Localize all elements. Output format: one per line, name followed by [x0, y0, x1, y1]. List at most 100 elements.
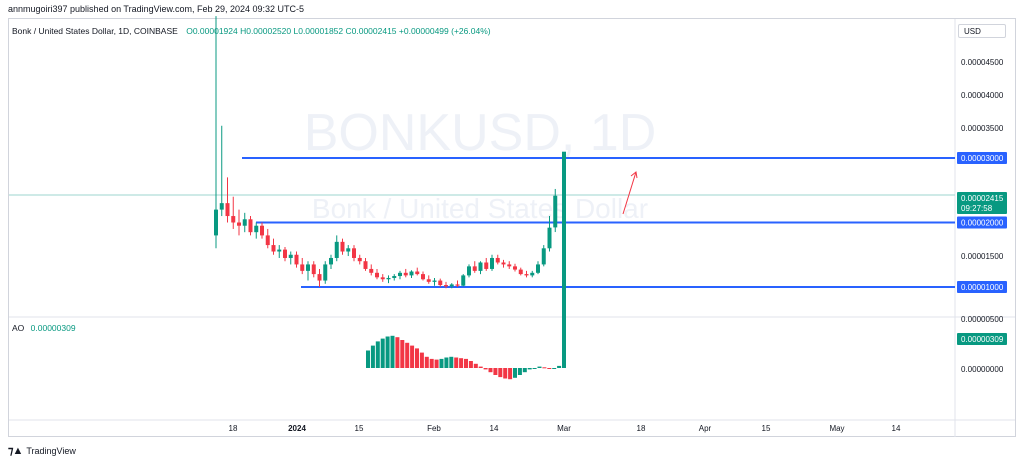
candle-body [501, 262, 506, 265]
candle-body [242, 219, 247, 226]
candle-body [553, 195, 558, 228]
ao-bar [439, 358, 444, 368]
candle-body [237, 222, 241, 226]
ao-bar [532, 368, 537, 369]
ao-bar [537, 366, 542, 368]
ao-bar [478, 366, 483, 368]
candle-body [363, 261, 368, 269]
candle-body [403, 272, 408, 276]
candle-body [294, 254, 299, 265]
candle-body [444, 285, 448, 287]
candle-body [513, 266, 517, 270]
candle-body [432, 280, 437, 282]
tradingview-logo[interactable]: ⁊▲ TradingView [8, 444, 76, 457]
ao-bar [395, 337, 400, 368]
candle-body [392, 276, 397, 278]
ao-bar [562, 151, 566, 368]
watermark-main: BONKUSD, 1D [304, 104, 657, 162]
ao-bar [498, 368, 503, 378]
candle-body [231, 216, 236, 223]
ao-bar [444, 357, 449, 368]
ao-bar [424, 356, 429, 368]
candle-body [386, 277, 391, 280]
time-tick-label: 14 [490, 424, 499, 433]
ao-bar [522, 368, 527, 373]
support-resistance-lines[interactable]: 0.00003000 0.00002000 0.00001000 [242, 152, 1007, 293]
ao-histogram [366, 151, 566, 380]
watermark: BONKUSD, 1D Bonk / United States Dollar [304, 104, 657, 224]
candle-body [461, 275, 466, 286]
candle-body [484, 262, 489, 269]
publisher-line: annmugoiri397 published on TradingView.c… [8, 4, 305, 14]
ohlc-values: O0.00001924 H0.00002520 L0.00001852 C0.0… [186, 26, 491, 36]
tradingview-mark-icon: ⁊▲ [8, 445, 23, 457]
candle-body [329, 257, 333, 265]
ao-bar [405, 342, 410, 368]
ao-bar [385, 336, 390, 368]
candle-body [449, 284, 454, 287]
candle-body [265, 235, 270, 246]
ao-bar [434, 359, 439, 368]
candle-body [415, 271, 420, 275]
candle-body [467, 266, 471, 276]
candle-body [541, 248, 546, 265]
price-tick-label: 0.00001500 [961, 252, 1004, 261]
symbol-legend: Bonk / United States Dollar, 1D, COINBAS… [12, 26, 491, 36]
candle-body [380, 277, 385, 280]
candle-body [455, 284, 460, 286]
candlestick-series [214, 16, 558, 289]
time-tick-label: 18 [637, 424, 646, 433]
time-tick-label: 18 [229, 424, 238, 433]
watermark-sub: Bonk / United States Dollar [312, 193, 648, 224]
ao-bar [449, 356, 454, 368]
ao-bar [517, 368, 522, 375]
candle-body [472, 266, 477, 271]
ao-zero-label: 0.00000000 [961, 365, 1004, 374]
ao-bar [390, 335, 395, 368]
candle-body [219, 203, 224, 210]
price-tick-label: 0.00003500 [961, 124, 1004, 133]
candle-body [426, 279, 431, 282]
candle-body [317, 274, 322, 281]
price-tick-label: 0.00004500 [961, 58, 1004, 67]
time-tick-label: May [829, 424, 844, 433]
ao-bar [557, 365, 562, 368]
ao-bar [454, 357, 459, 368]
candle-body [530, 272, 535, 276]
trend-arrow-head [630, 171, 638, 179]
ao-bar [483, 368, 488, 370]
candle-body [225, 203, 230, 217]
candle-body [214, 209, 218, 236]
candle-body [283, 249, 287, 258]
trend-arrow[interactable] [622, 171, 637, 215]
currency-selector[interactable]: USD [958, 24, 1006, 38]
candle-body [346, 248, 351, 252]
ao-bar [513, 368, 517, 378]
ao-bar [552, 368, 557, 369]
candle-body [248, 219, 253, 233]
level-label: 0.00001000 [961, 283, 1004, 292]
candle-body [398, 272, 402, 277]
time-tick-label: Mar [557, 424, 571, 433]
candle-body [524, 274, 529, 276]
level-label-bg [957, 152, 1007, 164]
candle-body [438, 280, 443, 286]
time-tick-label: 14 [892, 424, 901, 433]
ao-title: AO [12, 323, 25, 333]
level-label-bg [957, 216, 1007, 229]
ao-last-value: 0.00000309 [961, 335, 1004, 344]
candle-body [375, 272, 379, 278]
candle-body [271, 245, 276, 252]
time-tick-label: Feb [427, 424, 441, 433]
candle-body [421, 274, 425, 280]
candle-body [409, 271, 414, 276]
candle-body [288, 254, 293, 258]
candle-body [490, 257, 494, 269]
ao-bar [370, 345, 375, 368]
ao-bar [464, 358, 468, 368]
level-label-bg [957, 281, 1007, 293]
symbol-title: Bonk / United States Dollar, 1D, COINBAS… [12, 26, 178, 36]
time-tick-label: 15 [762, 424, 771, 433]
candle-body [478, 262, 483, 271]
